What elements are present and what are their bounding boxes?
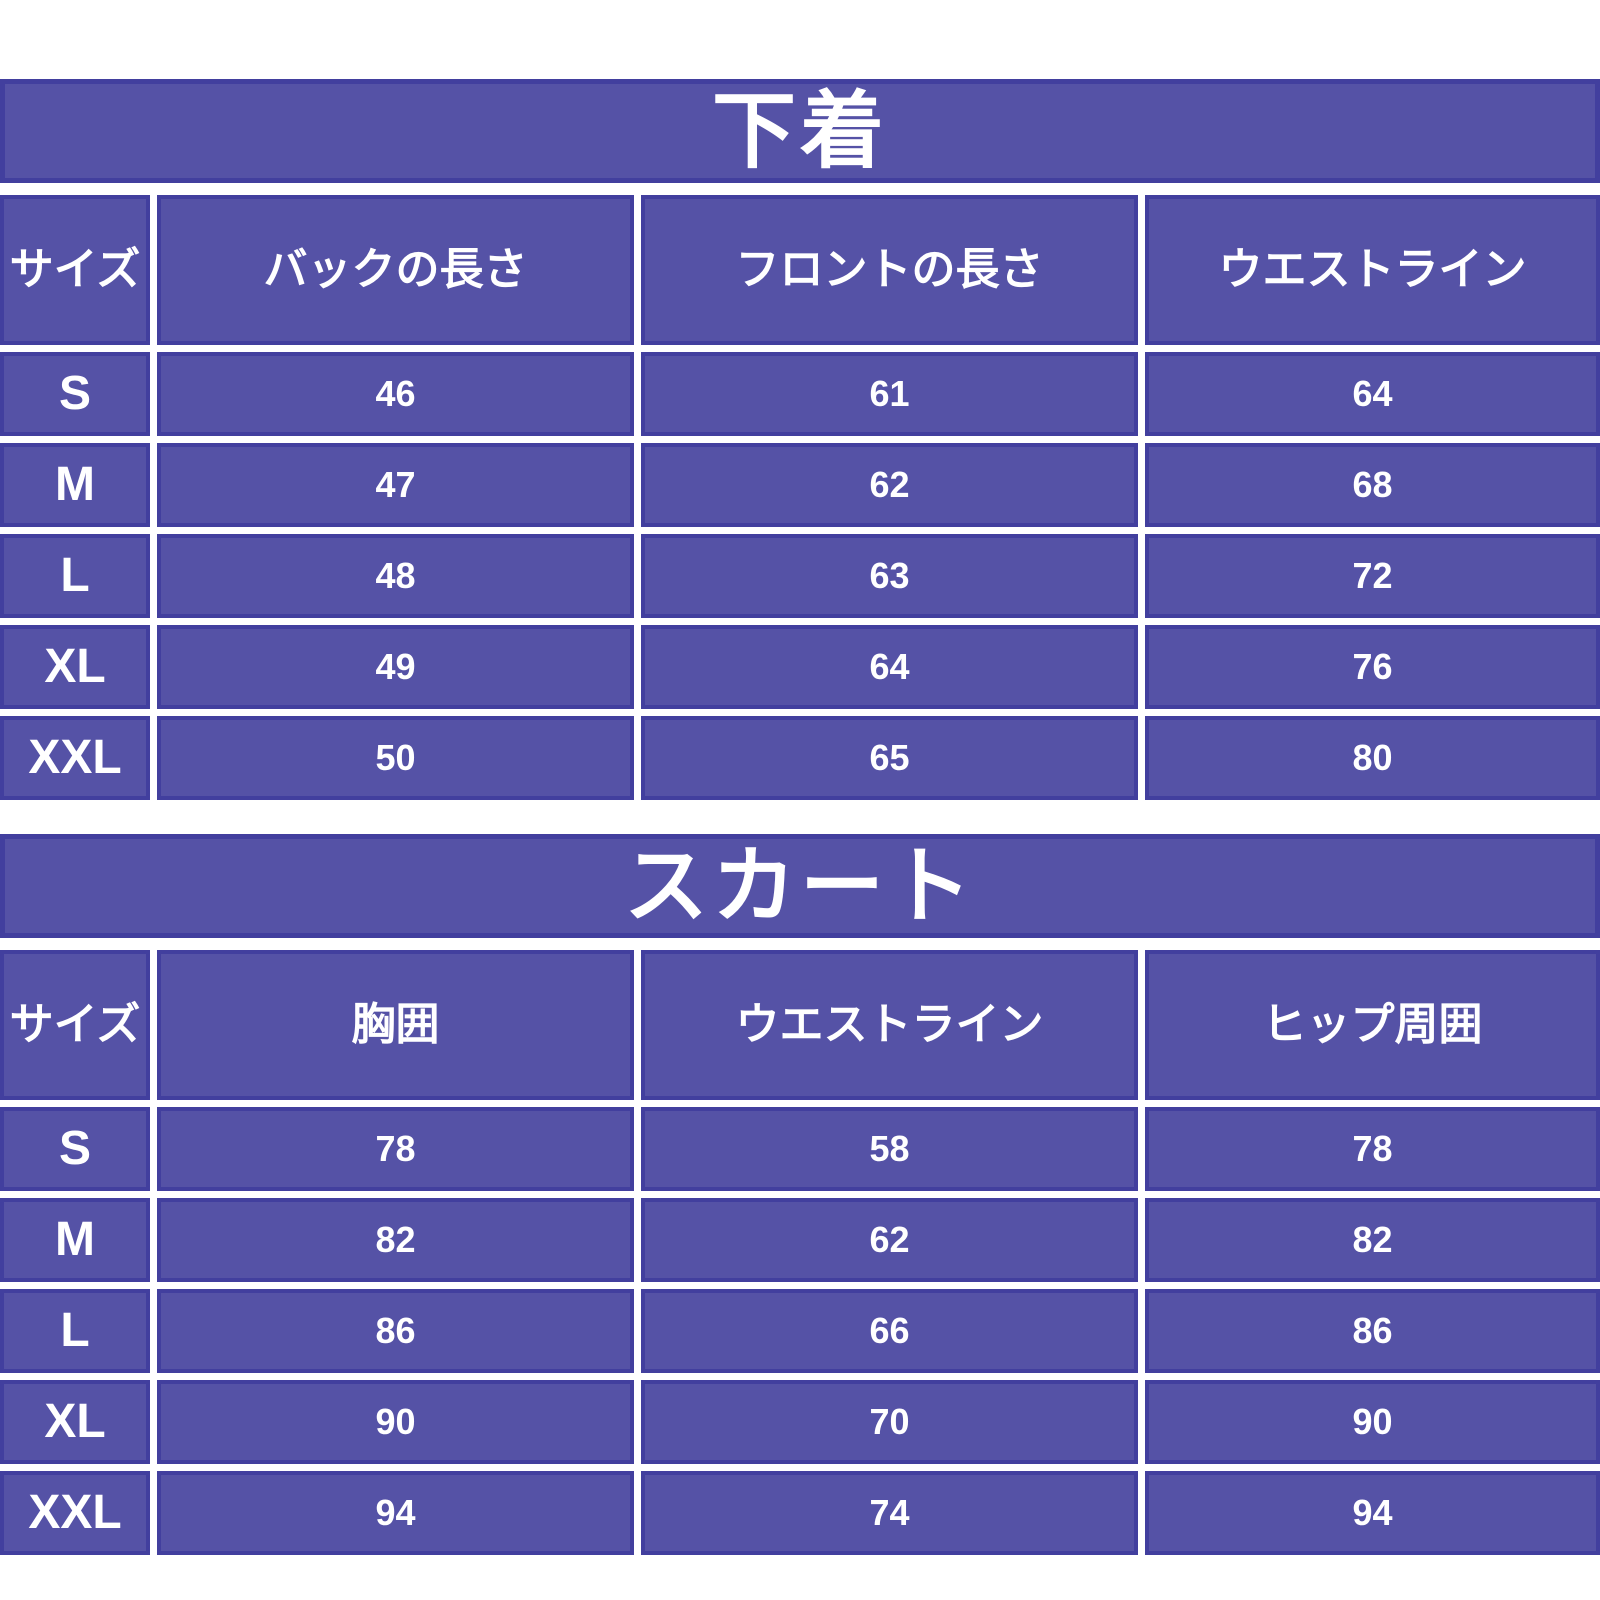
underwear-table-title: 下着: [0, 79, 1600, 183]
row-value-cell: 72: [1145, 534, 1600, 618]
row-value-cell: 47: [157, 443, 634, 527]
tables-divider-gap: [0, 800, 1600, 834]
underwear-size-table: 下着 サイズ バックの長さ フロントの長さ ウエストライン S 46 61 64…: [0, 79, 1600, 800]
row-size-label: M: [0, 1198, 150, 1282]
underwear-size-grid: サイズ バックの長さ フロントの長さ ウエストライン S 46 61 64 M …: [0, 195, 1600, 800]
skirt-size-grid: サイズ 胸囲 ウエストライン ヒップ周囲 S 78 58 78 M 82 62 …: [0, 950, 1600, 1555]
row-value-cell: 90: [1145, 1380, 1600, 1464]
row-value-cell: 86: [157, 1289, 634, 1373]
size-chart-content: 下着 サイズ バックの長さ フロントの長さ ウエストライン S 46 61 64…: [0, 79, 1600, 1555]
row-value-cell: 63: [641, 534, 1138, 618]
row-value-cell: 82: [1145, 1198, 1600, 1282]
row-value-cell: 58: [641, 1107, 1138, 1191]
row-value-cell: 94: [1145, 1471, 1600, 1555]
row-value-cell: 82: [157, 1198, 634, 1282]
row-value-cell: 86: [1145, 1289, 1600, 1373]
row-value-cell: 62: [641, 443, 1138, 527]
row-size-label: L: [0, 534, 150, 618]
underwear-table-title-text: 下着: [711, 84, 888, 178]
row-size-label: XXL: [0, 716, 150, 800]
row-value-cell: 48: [157, 534, 634, 618]
row-value-cell: 74: [641, 1471, 1138, 1555]
row-value-cell: 66: [641, 1289, 1138, 1373]
row-value-cell: 78: [157, 1107, 634, 1191]
row-value-cell: 78: [1145, 1107, 1600, 1191]
row-size-label: XL: [0, 1380, 150, 1464]
row-size-label: S: [0, 1107, 150, 1191]
row-value-cell: 61: [641, 352, 1138, 436]
row-value-cell: 70: [641, 1380, 1138, 1464]
row-size-label: XXL: [0, 1471, 150, 1555]
row-size-label: M: [0, 443, 150, 527]
skirt-table-title: スカート: [0, 834, 1600, 938]
column-header-waistline: ウエストライン: [1145, 195, 1600, 345]
column-header-front-length: フロントの長さ: [641, 195, 1138, 345]
column-header-waistline: ウエストライン: [641, 950, 1138, 1100]
row-value-cell: 94: [157, 1471, 634, 1555]
row-value-cell: 64: [1145, 352, 1600, 436]
row-size-label: XL: [0, 625, 150, 709]
row-value-cell: 76: [1145, 625, 1600, 709]
column-header-size: サイズ: [0, 195, 150, 345]
column-header-back-length: バックの長さ: [157, 195, 634, 345]
row-size-label: S: [0, 352, 150, 436]
row-value-cell: 50: [157, 716, 634, 800]
column-header-chest: 胸囲: [157, 950, 634, 1100]
row-value-cell: 49: [157, 625, 634, 709]
row-value-cell: 62: [641, 1198, 1138, 1282]
row-value-cell: 64: [641, 625, 1138, 709]
column-header-hip: ヒップ周囲: [1145, 950, 1600, 1100]
row-value-cell: 46: [157, 352, 634, 436]
column-header-size: サイズ: [0, 950, 150, 1100]
skirt-table-title-text: スカート: [623, 839, 976, 933]
row-value-cell: 68: [1145, 443, 1600, 527]
row-value-cell: 90: [157, 1380, 634, 1464]
skirt-size-table: スカート サイズ 胸囲 ウエストライン ヒップ周囲 S 78 58 78 M 8…: [0, 834, 1600, 1555]
row-size-label: L: [0, 1289, 150, 1373]
row-value-cell: 80: [1145, 716, 1600, 800]
row-value-cell: 65: [641, 716, 1138, 800]
